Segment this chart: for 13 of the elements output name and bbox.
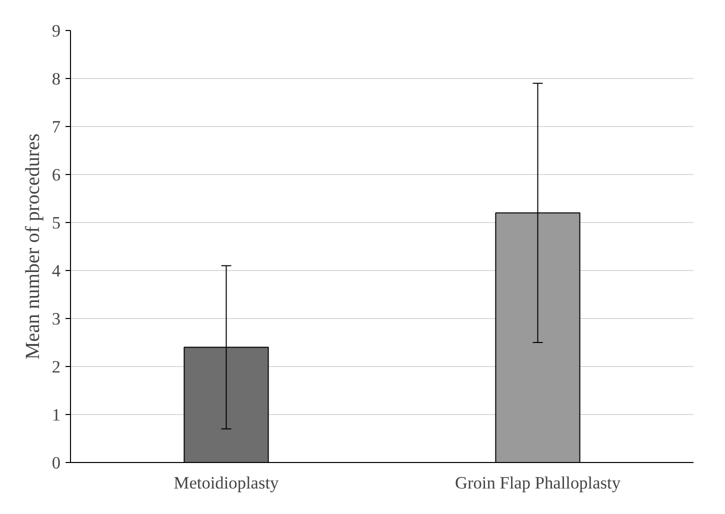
y-tick-label: 9 [52,22,61,40]
y-tick-label: 2 [52,358,61,376]
x-tick-label: Metoidioplasty [174,474,280,492]
y-axis-title: Mean number of procedures [22,133,44,360]
y-tick-label: 7 [52,118,61,136]
y-tick-label: 0 [52,454,61,472]
y-tick-label: 8 [52,70,61,88]
y-tick-label: 3 [52,310,61,328]
y-tick-label: 5 [52,214,61,232]
x-tick-label: Groin Flap Phalloplasty [454,474,621,492]
y-tick-label: 1 [52,406,61,424]
y-tick-label: 6 [52,166,61,184]
y-tick-label: 4 [52,262,61,280]
